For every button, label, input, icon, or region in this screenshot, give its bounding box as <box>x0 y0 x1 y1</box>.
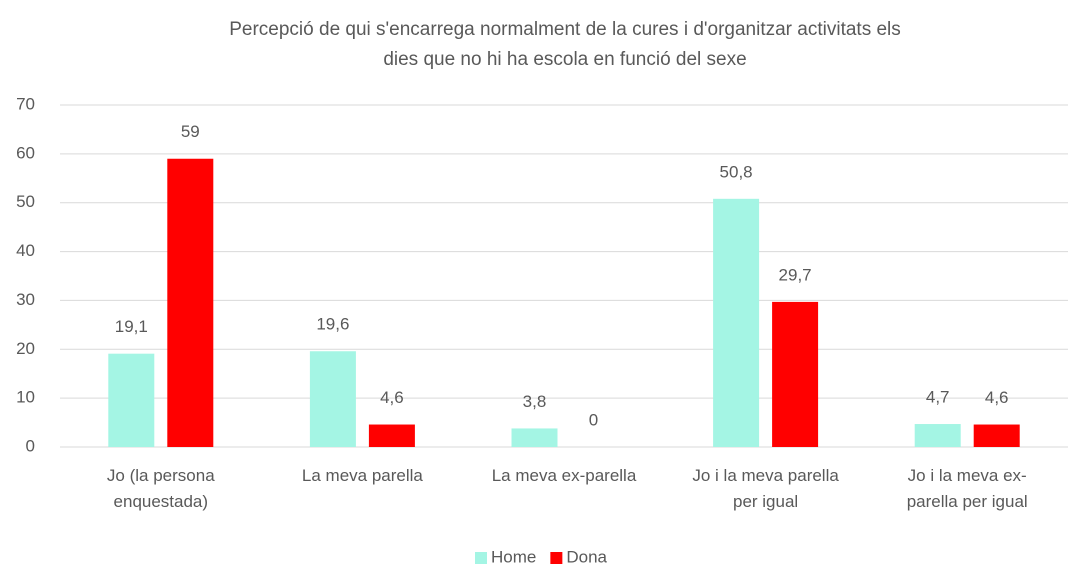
data-label: 3,8 <box>523 392 547 411</box>
legend-swatch <box>475 552 487 564</box>
y-tick-label: 30 <box>16 290 35 309</box>
data-label: 4,6 <box>380 388 404 407</box>
data-label: 59 <box>181 122 200 141</box>
legend-label: Home <box>491 547 536 566</box>
data-label: 19,6 <box>316 315 349 334</box>
x-tick-label: Jo i la meva ex-parella per igual <box>907 466 1028 511</box>
y-tick-label: 10 <box>16 388 35 407</box>
y-tick-label: 0 <box>26 436 35 455</box>
y-tick-label: 60 <box>16 143 35 162</box>
data-label: 4,6 <box>985 388 1009 407</box>
bar <box>167 158 214 447</box>
data-label: 0 <box>589 410 598 429</box>
bar <box>108 353 155 447</box>
bar <box>713 198 760 447</box>
y-tick-label: 50 <box>16 192 35 211</box>
bar <box>511 428 558 447</box>
chart-title: Percepció de qui s'encarrega normalment … <box>229 19 901 70</box>
x-tick-label: La meva ex-parella <box>492 466 637 485</box>
legend-swatch <box>550 552 563 564</box>
bar <box>772 301 819 447</box>
y-tick-label: 40 <box>16 241 35 260</box>
data-label: 29,7 <box>779 265 812 284</box>
bar <box>309 351 356 447</box>
data-label: 19,1 <box>115 317 148 336</box>
data-label: 4,7 <box>926 388 950 407</box>
x-tick-label: La meva parella <box>302 466 424 485</box>
y-tick-label: 70 <box>16 94 35 113</box>
data-label: 50,8 <box>720 162 753 181</box>
legend-label: Dona <box>566 547 607 566</box>
bar <box>368 424 415 447</box>
bar <box>914 424 961 447</box>
bar <box>973 424 1020 447</box>
y-tick-label: 20 <box>16 339 35 358</box>
x-tick-label: Jo i la meva parella per igual <box>692 466 839 511</box>
x-tick-label: Jo (la persona enquestada) <box>107 466 215 511</box>
